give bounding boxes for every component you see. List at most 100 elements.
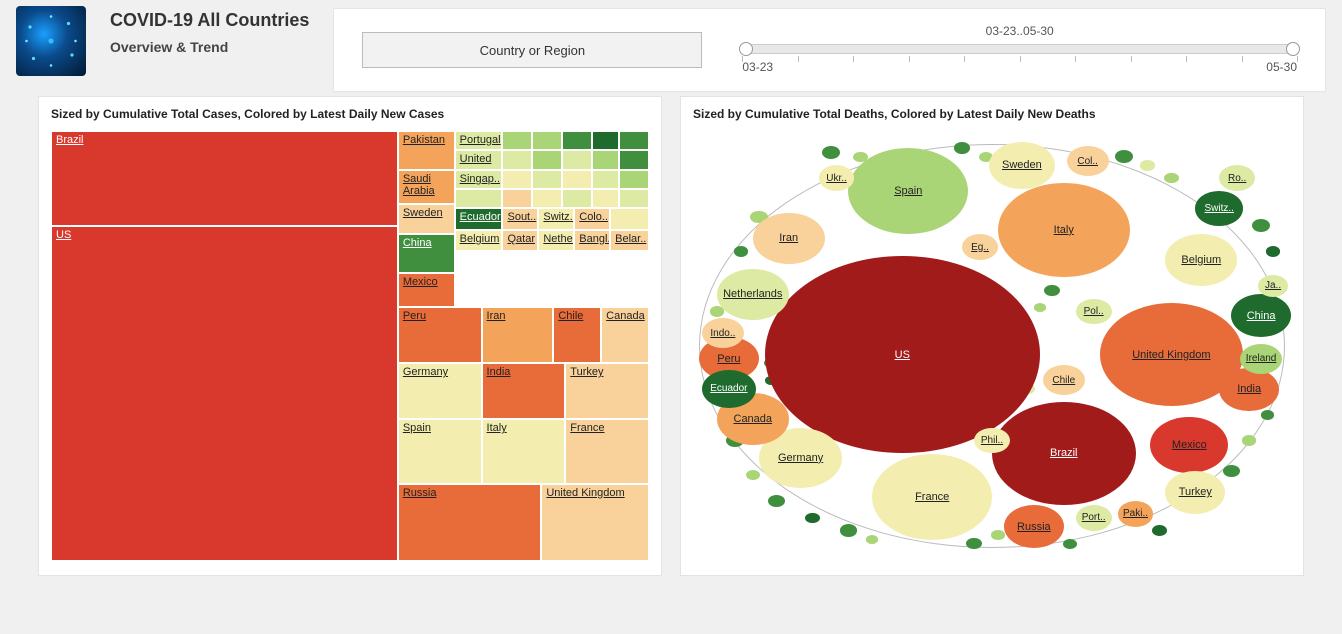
bubble-item[interactable]: Belgium bbox=[1165, 234, 1237, 286]
bubble-tiny bbox=[1223, 465, 1240, 477]
treemap-cell[interactable]: Singap.. bbox=[455, 170, 503, 189]
treemap-cell[interactable]: Nethe.. bbox=[538, 230, 574, 252]
treemap-cell[interactable] bbox=[619, 170, 649, 189]
treemap-panel: Sized by Cumulative Total Cases, Colored… bbox=[38, 96, 662, 576]
treemap-cell[interactable] bbox=[562, 150, 592, 169]
treemap-cell[interactable] bbox=[592, 189, 619, 208]
bubble-panel: Sized by Cumulative Total Deaths, Colore… bbox=[680, 96, 1304, 576]
treemap-cell[interactable] bbox=[562, 189, 592, 208]
treemap-cell[interactable]: Chile bbox=[553, 307, 601, 363]
covid-logo bbox=[16, 6, 86, 76]
treemap-cell[interactable] bbox=[619, 131, 649, 150]
bubble-item[interactable]: Eg.. bbox=[962, 234, 998, 260]
slider-track[interactable] bbox=[742, 44, 1297, 54]
treemap-cell[interactable]: Sout.. bbox=[502, 208, 538, 230]
treemap-cell[interactable] bbox=[502, 150, 532, 169]
bubble-item[interactable]: Paki.. bbox=[1118, 501, 1154, 527]
bubble-item[interactable]: US bbox=[765, 256, 1040, 454]
bubble-item[interactable]: Ja.. bbox=[1258, 275, 1288, 297]
bubble-item[interactable]: Mexico bbox=[1150, 417, 1228, 473]
bubble-tiny bbox=[768, 495, 785, 507]
treemap-cell[interactable]: Bangl.. bbox=[574, 230, 610, 252]
treemap-cell[interactable] bbox=[562, 170, 592, 189]
bubble-item[interactable]: Sweden bbox=[989, 142, 1055, 189]
treemap-cell[interactable]: Italy bbox=[482, 419, 566, 484]
treemap-cell[interactable]: Qatar bbox=[502, 230, 538, 252]
treemap-cell[interactable] bbox=[619, 189, 649, 208]
treemap-cell[interactable] bbox=[592, 131, 619, 150]
bubble-item[interactable]: Netherlands bbox=[717, 269, 789, 321]
treemap-cell[interactable]: Switz.. bbox=[538, 208, 574, 230]
treemap-cell[interactable] bbox=[592, 150, 619, 169]
slider-range-label: 03-23..05-30 bbox=[742, 24, 1297, 38]
bubble-item[interactable]: Iran bbox=[753, 213, 825, 265]
treemap-cell[interactable]: Brazil bbox=[51, 131, 398, 226]
bubble-item[interactable]: Pol.. bbox=[1076, 299, 1112, 325]
bubble-item[interactable]: Col.. bbox=[1067, 146, 1109, 176]
treemap-cell[interactable]: Peru bbox=[398, 307, 482, 363]
treemap-cell[interactable]: United .. bbox=[455, 150, 503, 169]
bubble-tiny bbox=[734, 246, 748, 256]
bubble-item[interactable]: Italy bbox=[998, 183, 1130, 278]
treemap-cell[interactable] bbox=[532, 131, 562, 150]
treemap-cell[interactable]: Saudi Arabia bbox=[398, 170, 455, 204]
treemap-cell[interactable]: Sweden bbox=[398, 204, 455, 234]
filter-bar: Country or Region 03-23..05-30 03-23 05-… bbox=[333, 8, 1326, 92]
bubble-item[interactable]: Russia bbox=[1004, 505, 1064, 548]
treemap-cell[interactable]: France bbox=[565, 419, 649, 484]
bubble-tiny bbox=[805, 513, 819, 523]
bubble-item[interactable]: Turkey bbox=[1165, 471, 1225, 514]
bubble-tiny bbox=[1152, 525, 1168, 536]
treemap-cell[interactable] bbox=[619, 150, 649, 169]
treemap-cell[interactable]: India bbox=[482, 363, 566, 419]
treemap-cell[interactable]: Canada bbox=[601, 307, 649, 363]
bubble-tiny bbox=[1252, 219, 1270, 232]
treemap-cell[interactable]: US bbox=[51, 226, 398, 561]
treemap-cell[interactable]: Turkey bbox=[565, 363, 649, 419]
treemap-cell[interactable]: Pakistan bbox=[398, 131, 455, 170]
bubble-tiny bbox=[1266, 246, 1280, 256]
treemap-cell[interactable]: Belgium bbox=[455, 230, 503, 252]
bubble-item[interactable]: Ireland bbox=[1240, 344, 1282, 374]
treemap-cell[interactable]: Germany bbox=[398, 363, 482, 419]
date-range-slider[interactable]: 03-23..05-30 03-23 05-30 bbox=[742, 26, 1297, 74]
country-region-button[interactable]: Country or Region bbox=[362, 32, 702, 68]
bubble-item[interactable]: Indo.. bbox=[702, 318, 744, 348]
bubble-chart[interactable]: USBrazilItalyUnited KingdomSpainFranceMe… bbox=[693, 131, 1291, 561]
bubble-item[interactable]: Port.. bbox=[1076, 505, 1112, 531]
treemap-cell[interactable]: United Kingdom bbox=[541, 484, 649, 561]
treemap-cell[interactable]: Belar.. bbox=[610, 230, 649, 252]
treemap-cell[interactable]: Spain bbox=[398, 419, 482, 484]
treemap-cell[interactable]: Portugal bbox=[455, 131, 503, 150]
bubble-item[interactable]: Ecuador bbox=[702, 370, 756, 409]
treemap-cell[interactable]: Iran bbox=[482, 307, 554, 363]
bubble-item[interactable]: India bbox=[1219, 368, 1279, 411]
bubble-tiny bbox=[991, 530, 1004, 539]
treemap-cell[interactable] bbox=[502, 170, 532, 189]
slider-handle-start[interactable] bbox=[739, 42, 753, 56]
treemap-cell[interactable]: Colo.. bbox=[574, 208, 610, 230]
bubble-item[interactable]: Brazil bbox=[992, 402, 1136, 505]
treemap-cell[interactable] bbox=[532, 170, 562, 189]
treemap-cell[interactable] bbox=[532, 150, 562, 169]
slider-handle-end[interactable] bbox=[1286, 42, 1300, 56]
treemap-cell[interactable] bbox=[562, 131, 592, 150]
bubble-item[interactable]: Spain bbox=[848, 148, 968, 234]
treemap-cell[interactable] bbox=[502, 189, 532, 208]
treemap-cell[interactable]: Mexico bbox=[398, 273, 455, 307]
treemap-cell[interactable] bbox=[610, 208, 649, 230]
bubble-item[interactable]: Ro.. bbox=[1219, 165, 1255, 191]
treemap-cell[interactable] bbox=[532, 189, 562, 208]
bubble-tiny bbox=[840, 524, 858, 537]
treemap-cell[interactable] bbox=[502, 131, 532, 150]
treemap-cell[interactable] bbox=[592, 170, 619, 189]
bubble-item[interactable]: Switz.. bbox=[1195, 191, 1243, 225]
treemap-cell[interactable]: Ecuador bbox=[455, 208, 503, 230]
bubble-item[interactable]: Chile bbox=[1043, 365, 1085, 395]
treemap-cell[interactable] bbox=[455, 189, 503, 208]
bubble-tiny bbox=[1044, 285, 1060, 296]
treemap-cell[interactable]: China bbox=[398, 234, 455, 273]
treemap-cell[interactable]: Russia bbox=[398, 484, 542, 561]
treemap-chart[interactable]: BrazilUS PakistanSaudi ArabiaSwedenChinaM… bbox=[51, 131, 649, 561]
bubble-item[interactable]: France bbox=[872, 454, 992, 540]
